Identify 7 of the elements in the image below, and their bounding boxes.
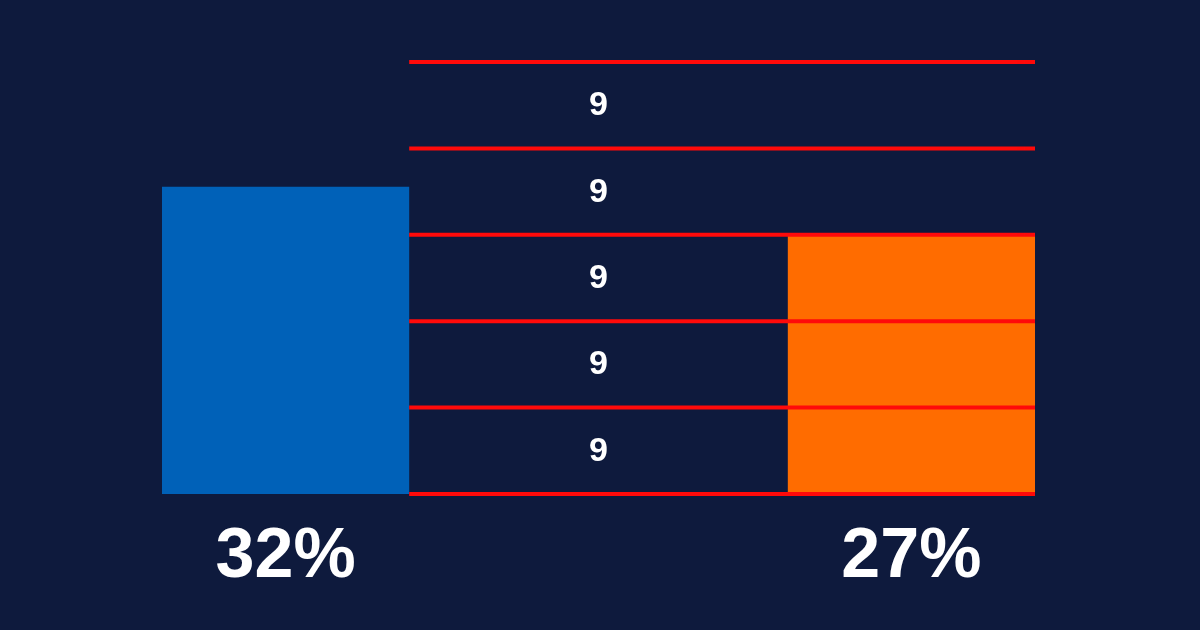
- data-label: 27%: [841, 514, 982, 592]
- annotation: 9: [589, 429, 608, 468]
- annotation: 9: [589, 257, 608, 295]
- annotation: 9: [589, 343, 608, 382]
- data-label: 32%: [215, 514, 356, 592]
- text: 9: [589, 84, 608, 123]
- annotation: 9: [589, 170, 608, 209]
